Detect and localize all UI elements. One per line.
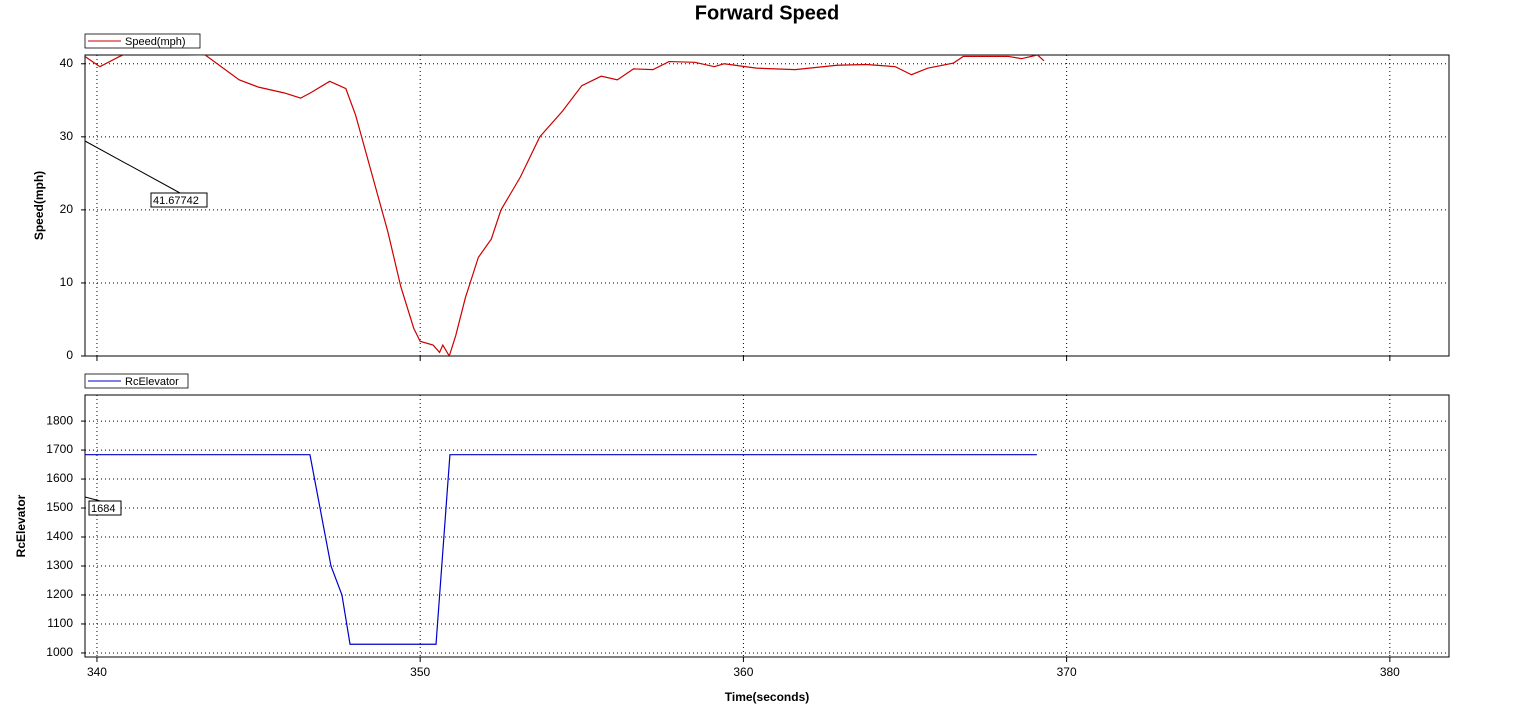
annotation-line <box>84 140 181 194</box>
data-line <box>85 55 1045 356</box>
y-tick-label: 1700 <box>46 442 73 456</box>
x-tick-label: 350 <box>410 665 430 679</box>
x-tick-label: 340 <box>87 665 107 679</box>
chart-title: Forward Speed <box>695 2 839 24</box>
legend-box <box>84 373 189 389</box>
y-tick-label: 1600 <box>46 471 73 485</box>
x-tick-label: 370 <box>1057 665 1077 679</box>
annotation: 41.67742 <box>153 195 199 207</box>
y-axis-label: RcElevator <box>14 494 28 557</box>
y-tick-label: 1800 <box>46 413 73 427</box>
plot-area <box>84 394 1450 658</box>
annotation-box <box>150 192 208 208</box>
y-tick-label: 20 <box>60 202 74 216</box>
y-tick-label: 1000 <box>46 645 73 659</box>
legend-label: Speed(mph) <box>125 36 186 48</box>
x-tick-label: 360 <box>733 665 753 679</box>
y-tick-label: 1400 <box>46 529 73 543</box>
y-tick-label: 0 <box>66 348 73 362</box>
y-tick-label: 1300 <box>46 558 73 572</box>
legend-box <box>84 33 201 49</box>
y-axis-label: Speed(mph) <box>32 171 46 240</box>
y-tick-label: 1100 <box>47 616 73 630</box>
x-tick-label: 380 <box>1380 665 1400 679</box>
x-axis-label: Time(seconds) <box>725 690 809 704</box>
annotation: 1684 <box>91 503 115 515</box>
plot-area <box>84 54 1450 357</box>
annotation-box <box>88 500 122 516</box>
y-tick-label: 1200 <box>46 587 73 601</box>
y-tick-label: 40 <box>60 56 74 70</box>
y-tick-label: 30 <box>60 129 74 143</box>
legend-label: RcElevator <box>125 376 179 388</box>
y-tick-label: 1500 <box>46 500 73 514</box>
y-tick-label: 10 <box>60 275 74 289</box>
data-line <box>85 454 1037 645</box>
